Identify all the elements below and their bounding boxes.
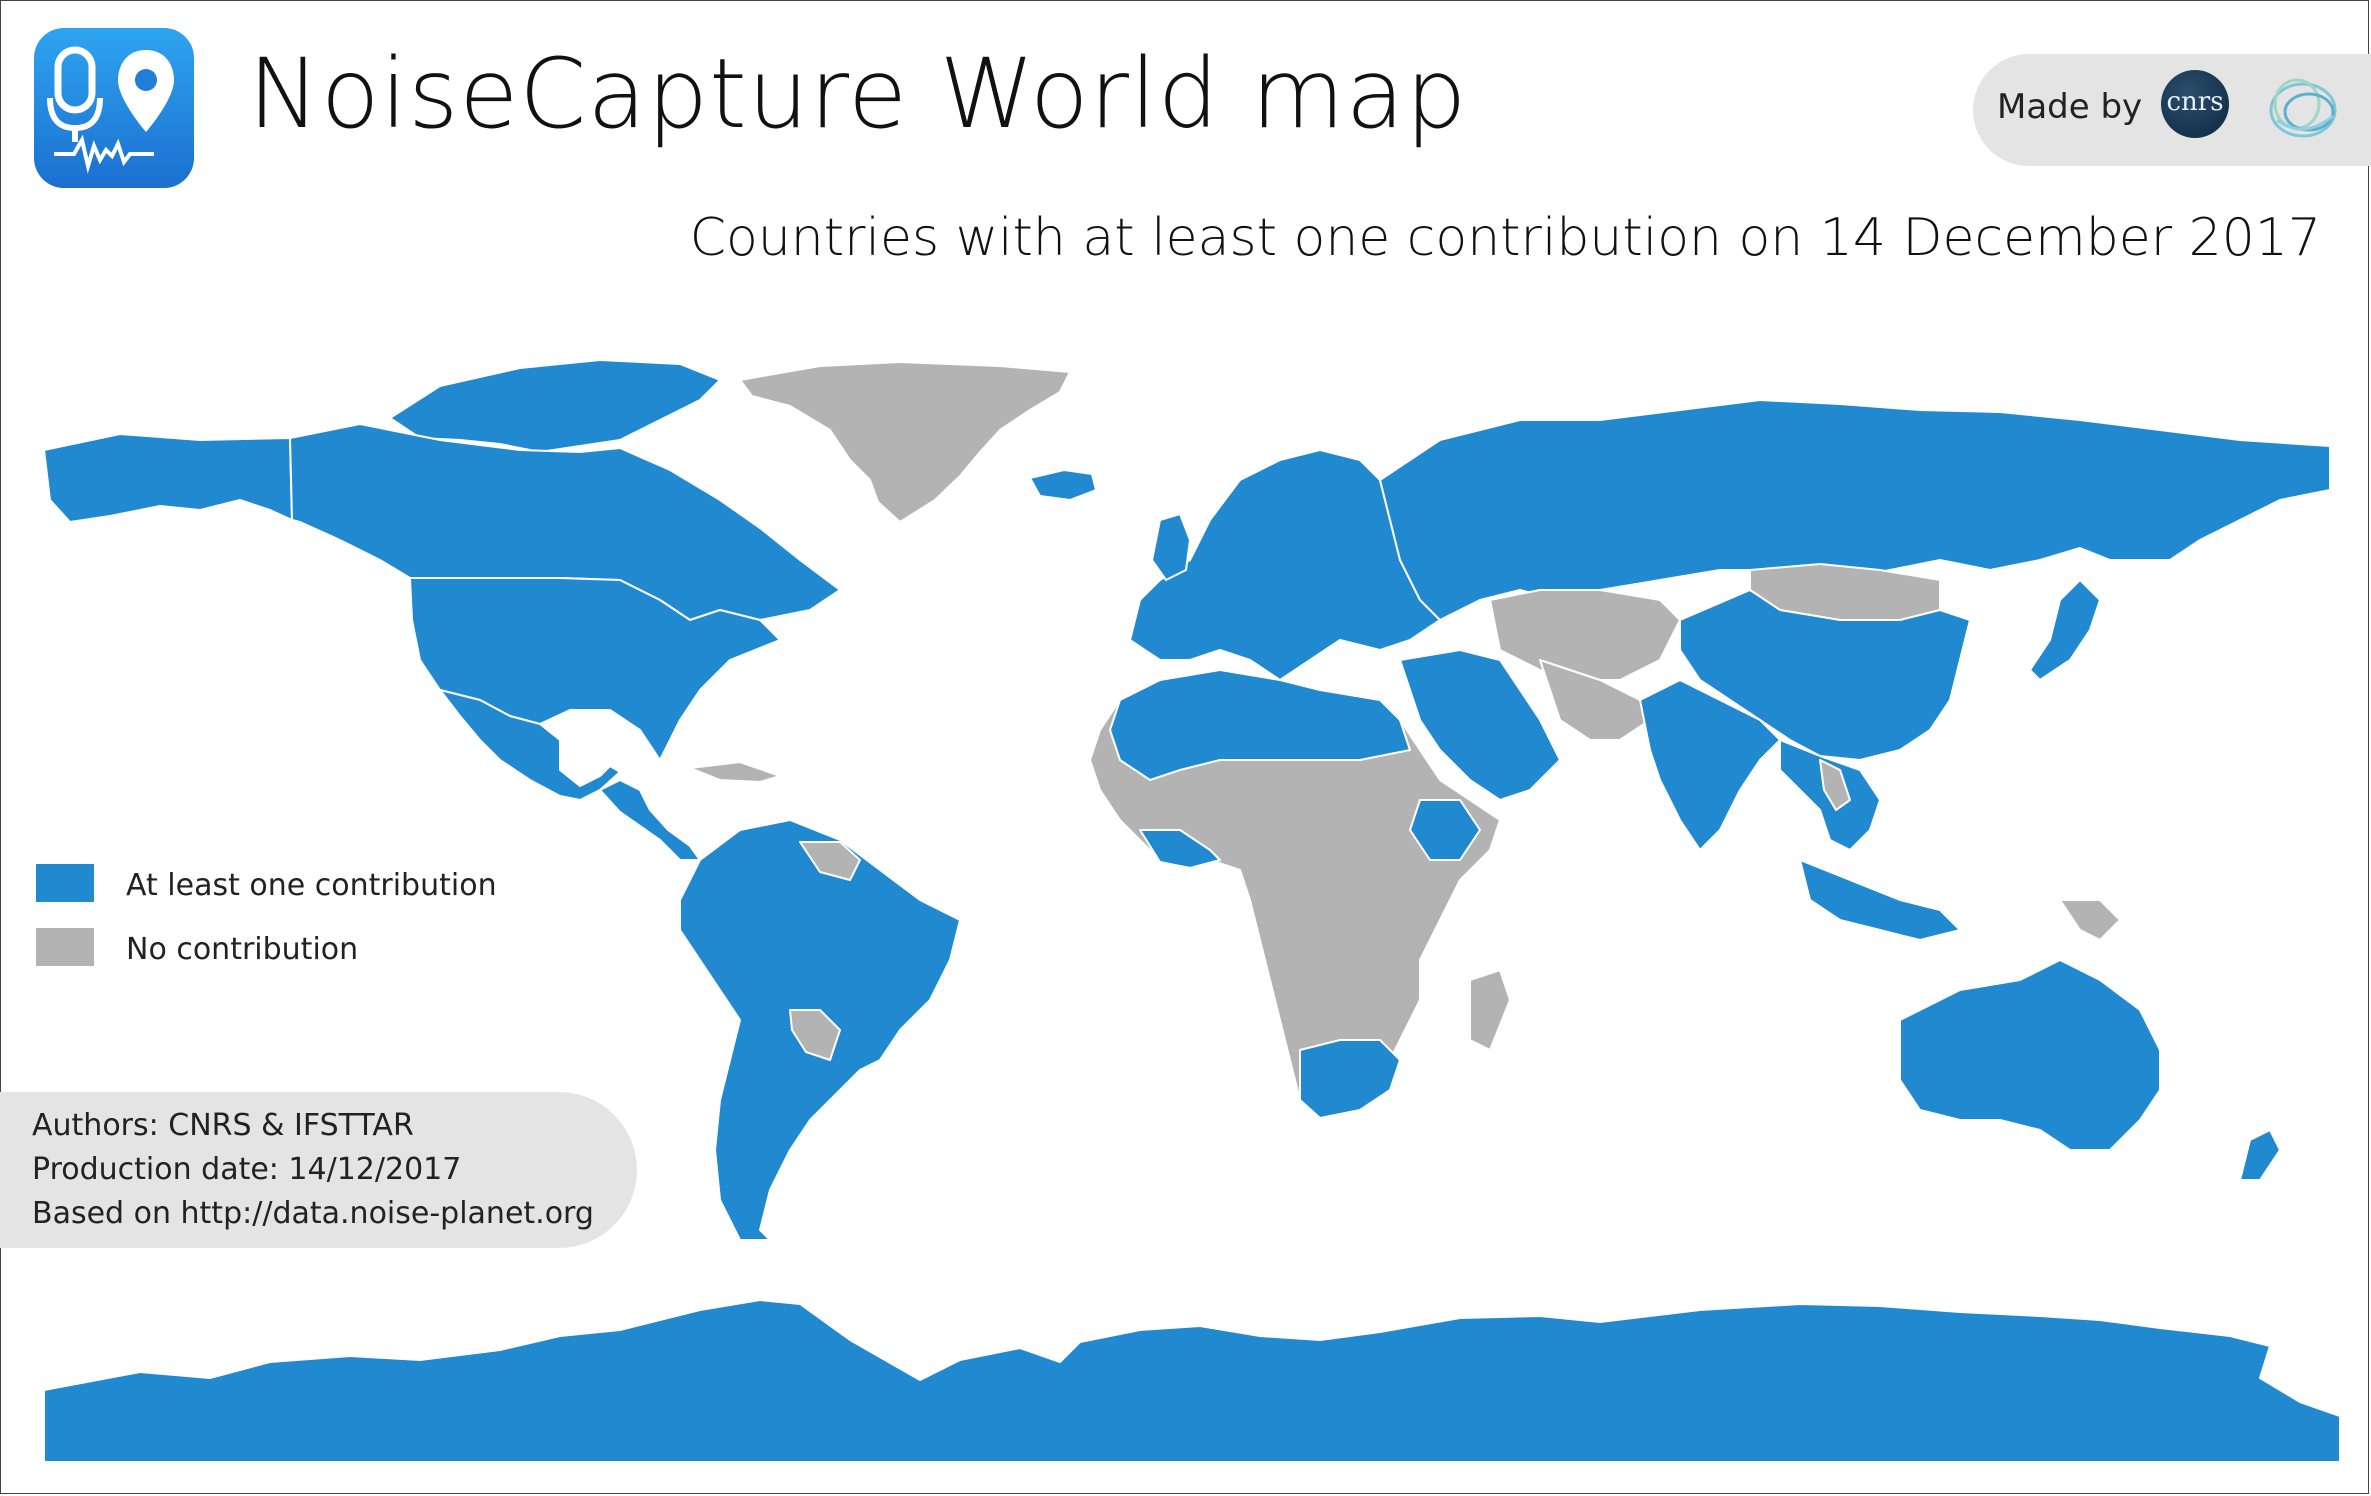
legend-swatch-no-contribution — [36, 928, 94, 966]
japan — [2029, 579, 2101, 681]
north-africa — [1109, 669, 1411, 781]
page-title: NoiseCapture World map — [248, 38, 1468, 150]
central-america — [599, 779, 701, 861]
australia — [1899, 959, 2161, 1151]
cnrs-logo: cnrs — [2161, 70, 2229, 138]
legend-label-no-contribution: No contribution — [126, 932, 359, 967]
credits-panel: Authors: CNRS & IFSTTAR Production date:… — [0, 1092, 637, 1248]
legend-item-no-contribution: No contribution — [36, 928, 456, 968]
madagascar — [1469, 969, 1511, 1051]
mexico — [439, 689, 621, 801]
page-subtitle: Countries with at least one contribution… — [689, 208, 2321, 268]
credits-data-source: Based on http://data.noise-planet.org — [32, 1196, 594, 1231]
laos-cambodia — [1819, 759, 1851, 811]
canada-islands — [389, 359, 721, 453]
made-by-panel: Made by cnrs — [1973, 54, 2371, 166]
legend-label-contribution: At least one contribution — [126, 868, 497, 903]
credits-authors: Authors: CNRS & IFSTTAR — [32, 1108, 414, 1143]
credits-production-date: Production date: 14/12/2017 — [32, 1152, 462, 1187]
canada — [289, 423, 841, 621]
ethiopia — [1409, 799, 1481, 861]
antarctica — [43, 1299, 2341, 1463]
middle-east — [1399, 649, 1561, 801]
russia — [1379, 399, 2331, 621]
iran-afghanistan — [1539, 659, 1651, 741]
new-zealand — [2239, 1129, 2281, 1181]
caribbean — [689, 761, 781, 783]
cnrs-logo-text: cnrs — [2166, 87, 2224, 117]
legend-item-contribution: At least one contribution — [36, 864, 497, 904]
paraguay — [789, 1009, 841, 1061]
uk — [1151, 513, 1191, 581]
central-asia — [1489, 589, 1681, 681]
india — [1639, 679, 1781, 851]
southern-africa — [1299, 1039, 1401, 1119]
alaska — [43, 433, 293, 523]
iceland — [1029, 469, 1097, 501]
china — [1679, 589, 1971, 761]
papua-new-guinea — [2059, 899, 2121, 941]
west-africa-contrib — [1139, 829, 1221, 869]
noisecapture-app-icon — [34, 28, 194, 188]
made-by-label: Made by — [1997, 87, 2143, 127]
guianas — [799, 841, 861, 881]
ifsttar-logo — [2263, 70, 2343, 146]
indonesia — [1799, 859, 1961, 941]
legend-swatch-contribution — [36, 864, 94, 902]
greenland — [739, 361, 1071, 523]
